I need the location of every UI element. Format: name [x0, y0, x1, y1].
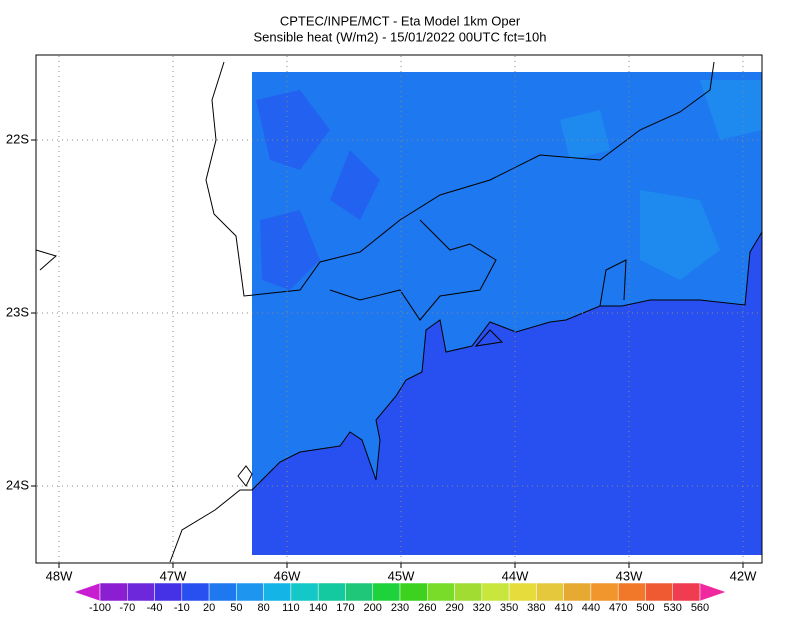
colorbar-label: 80: [258, 602, 270, 614]
colorbar-label: 530: [664, 602, 682, 614]
lat-label: 23S: [6, 304, 29, 319]
colorbar-box: [127, 582, 155, 602]
colorbar-label: 110: [282, 602, 300, 614]
colorbar-box: [372, 582, 401, 602]
colorbar-label: -40: [147, 602, 163, 614]
lat-label: 24S: [6, 477, 29, 492]
colorbar-label: 170: [336, 602, 354, 614]
lon-label: 46W: [274, 568, 301, 583]
lon-label: 42W: [730, 568, 757, 583]
colorbar-box: [590, 582, 619, 602]
colorbar-label: 380: [527, 602, 545, 614]
colorbar-label: -70: [119, 602, 135, 614]
colorbar-box: [508, 582, 537, 602]
colorbar-label: 470: [609, 602, 627, 614]
high-flux-patches: [560, 80, 762, 280]
colorbar-label: 350: [500, 602, 518, 614]
colorbar-label: 200: [364, 602, 382, 614]
lon-label: 43W: [616, 568, 643, 583]
colorbar-label: 260: [418, 602, 436, 614]
lon-label: 48W: [46, 568, 73, 583]
colorbar-label: 440: [582, 602, 600, 614]
colorbar-box: [154, 582, 183, 602]
colorbar-box: [536, 582, 564, 602]
colorbar-box: [672, 582, 701, 602]
colorbar-box: [236, 582, 264, 602]
lon-label: 44W: [502, 568, 529, 583]
colorbar-label: 320: [473, 602, 491, 614]
lat-label: 22S: [6, 131, 29, 146]
colorbar-label: 20: [203, 602, 215, 614]
colorbar-arrow: [699, 582, 727, 602]
colorbar-box: [481, 582, 510, 602]
colorbar-label: 500: [636, 602, 654, 614]
colorbar-box: [263, 582, 292, 602]
colorbar-label: -10: [174, 602, 190, 614]
colorbar-box: [317, 582, 346, 602]
subtitle: Sensible heat (W/m2) - 15/01/2022 00UTC …: [253, 29, 546, 44]
colorbar-box: [454, 582, 483, 602]
colorbar-box: [290, 582, 319, 602]
colorbar-label: 410: [554, 602, 572, 614]
colorbar-box: [645, 582, 673, 602]
coastline: [35, 61, 763, 563]
colorbar-label: 230: [391, 602, 409, 614]
colorbar-box: [617, 582, 646, 602]
colorbar-label: 50: [230, 602, 242, 614]
colorbar-box: [181, 582, 210, 602]
lon-label: 47W: [160, 568, 187, 583]
colorbar-box: [399, 582, 428, 602]
colorbar-label: 140: [309, 602, 327, 614]
ocean-field: [252, 232, 762, 555]
colorbar-label: -100: [89, 602, 111, 614]
lon-label: 45W: [388, 568, 415, 583]
colorbar-box: [427, 582, 455, 602]
colorbar-box: [99, 582, 128, 602]
title: CPTEC/INPE/MCT - Eta Model 1km Oper: [280, 13, 521, 28]
colorbar-label: 560: [691, 602, 709, 614]
colorbar-arrow: [73, 582, 101, 602]
colorbar-label: 290: [445, 602, 463, 614]
colorbar-box: [563, 582, 592, 602]
map-frame: [35, 54, 763, 564]
colorbar-box: [345, 582, 373, 602]
colorbar-box: [208, 582, 237, 602]
